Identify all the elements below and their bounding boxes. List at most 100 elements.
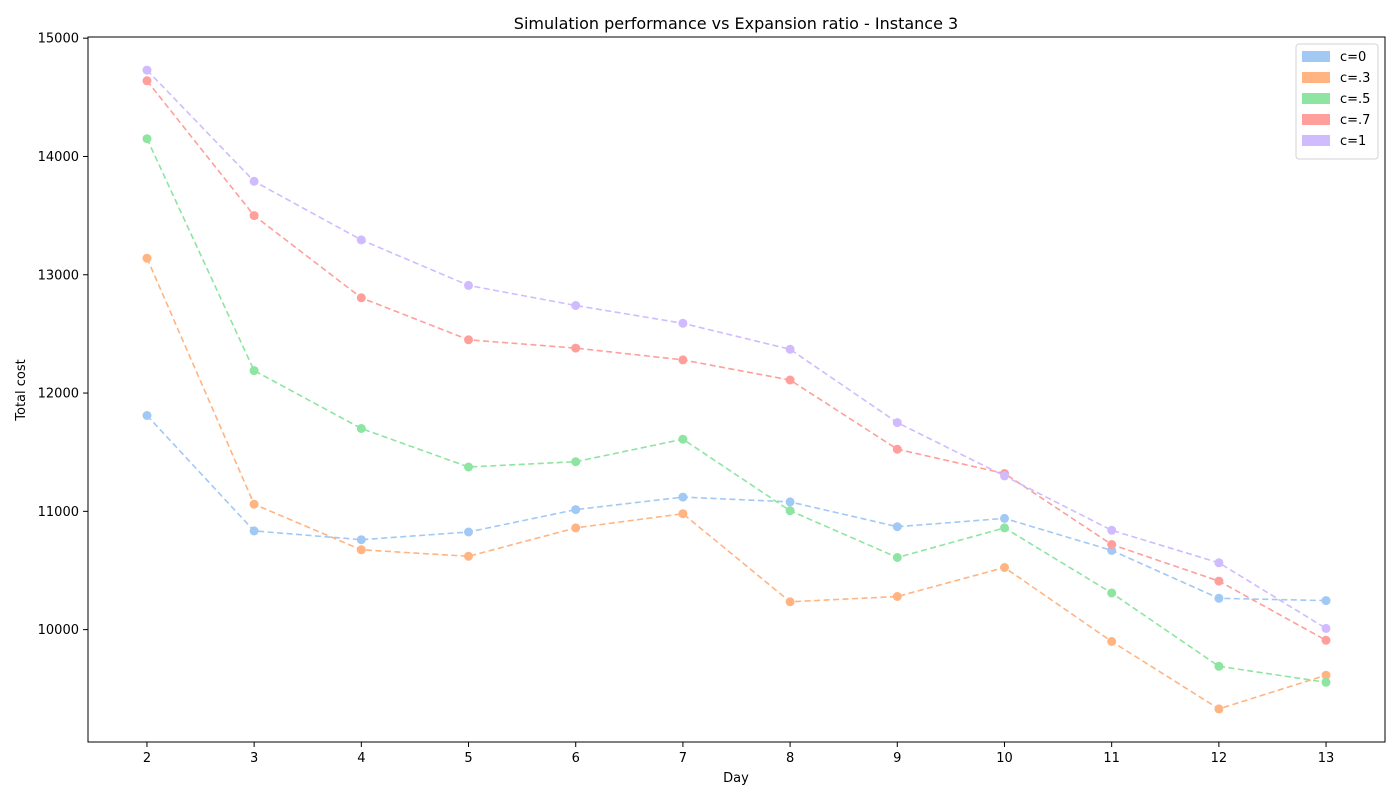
- series-3: [142, 76, 1331, 645]
- data-point: [1321, 596, 1331, 606]
- data-point: [678, 492, 688, 502]
- data-point: [142, 76, 152, 86]
- series-line: [146, 69, 1327, 630]
- legend: c=0 c=.3 c=.5 c=.7 c=1: [1295, 43, 1379, 160]
- data-point: [464, 462, 473, 472]
- data-point: [1107, 637, 1117, 646]
- legend-label: c=1: [1340, 134, 1366, 149]
- data-point: [1214, 704, 1224, 714]
- x-tick-label: 9: [893, 751, 901, 766]
- data-point: [571, 505, 581, 515]
- data-point: [1214, 576, 1224, 586]
- legend-label: c=.3: [1340, 71, 1370, 86]
- data-point: [785, 375, 795, 385]
- series-2: [142, 134, 1331, 687]
- legend-label: c=.5: [1340, 92, 1370, 107]
- data-point: [892, 418, 902, 428]
- y-tick-label: 10000: [38, 623, 79, 638]
- x-tick-label: 12: [1211, 751, 1228, 766]
- plot-area-frame: [87, 36, 1386, 743]
- x-axis-label: Day: [723, 771, 749, 786]
- data-point: [249, 211, 259, 221]
- y-tick-label: 14000: [38, 150, 79, 165]
- y-tick-label: 11000: [38, 505, 79, 520]
- data-point: [1000, 563, 1009, 572]
- data-point: [1000, 471, 1009, 481]
- data-point: [1321, 623, 1331, 633]
- data-point: [892, 444, 902, 454]
- data-point: [1214, 593, 1224, 603]
- data-point: [464, 335, 473, 345]
- data-point: [785, 344, 795, 354]
- series-1: [142, 253, 1331, 714]
- data-point: [1214, 558, 1224, 568]
- chart-title: Simulation performance vs Expansion rati…: [514, 14, 958, 33]
- data-point: [1321, 677, 1331, 687]
- series-line: [146, 80, 1327, 642]
- data-point: [142, 134, 152, 144]
- data-point: [249, 176, 259, 186]
- data-point: [892, 553, 902, 562]
- data-point: [1107, 540, 1117, 549]
- x-tick-label: 6: [572, 751, 580, 766]
- data-point: [249, 499, 259, 509]
- data-point: [1000, 523, 1009, 533]
- series-4: [142, 65, 1331, 633]
- data-point: [1214, 661, 1224, 671]
- data-point: [356, 235, 366, 245]
- data-point: [571, 301, 581, 310]
- y-tick-label: 15000: [38, 32, 79, 47]
- data-point: [892, 592, 902, 601]
- data-point: [785, 506, 795, 516]
- data-point: [678, 509, 688, 519]
- data-point: [1107, 525, 1117, 535]
- data-point: [249, 526, 259, 536]
- x-tick-label: 8: [786, 751, 794, 766]
- plot-frame: [87, 36, 1386, 743]
- x-tick-label: 13: [1318, 751, 1335, 766]
- data-point: [142, 253, 152, 263]
- y-tick-label: 12000: [38, 387, 79, 402]
- series-line: [146, 414, 1327, 602]
- data-point: [678, 434, 688, 444]
- y-axis-label: Total cost: [14, 359, 29, 421]
- x-tick-label: 4: [357, 751, 365, 766]
- x-tick-label: 7: [679, 751, 687, 766]
- series-layer: [142, 65, 1331, 714]
- y-tick-label: 13000: [38, 268, 79, 283]
- data-point: [571, 523, 581, 533]
- legend-swatch: [1302, 114, 1330, 125]
- series-line: [146, 138, 1327, 684]
- series-0: [142, 411, 1331, 606]
- data-point: [1321, 635, 1331, 645]
- data-point: [142, 411, 152, 420]
- axes-layer: 2 3 4 5 6 7 8 9 10 11 12 13 10000 11000 12000 13000 1400…: [38, 32, 1335, 766]
- x-tick-label: 11: [1103, 751, 1120, 766]
- data-point: [464, 551, 473, 561]
- data-point: [571, 343, 581, 353]
- data-point: [1107, 588, 1117, 598]
- legend-swatch: [1302, 72, 1330, 83]
- data-point: [571, 457, 581, 467]
- x-tick-label: 10: [996, 751, 1013, 766]
- data-point: [892, 522, 902, 532]
- legend-label: c=0: [1340, 50, 1366, 65]
- x-tick-label: 5: [464, 751, 472, 766]
- data-point: [356, 535, 366, 545]
- series-line: [146, 257, 1327, 710]
- x-tick-label: 3: [250, 751, 258, 766]
- data-point: [678, 318, 688, 328]
- data-point: [678, 355, 688, 365]
- x-tick-label: 2: [143, 751, 151, 766]
- data-point: [785, 597, 795, 607]
- data-point: [356, 293, 366, 303]
- data-point: [142, 65, 152, 75]
- data-point: [464, 280, 473, 290]
- data-point: [1321, 670, 1331, 680]
- data-point: [464, 527, 473, 537]
- data-point: [785, 497, 795, 507]
- data-point: [356, 424, 366, 433]
- legend-swatch: [1302, 93, 1330, 104]
